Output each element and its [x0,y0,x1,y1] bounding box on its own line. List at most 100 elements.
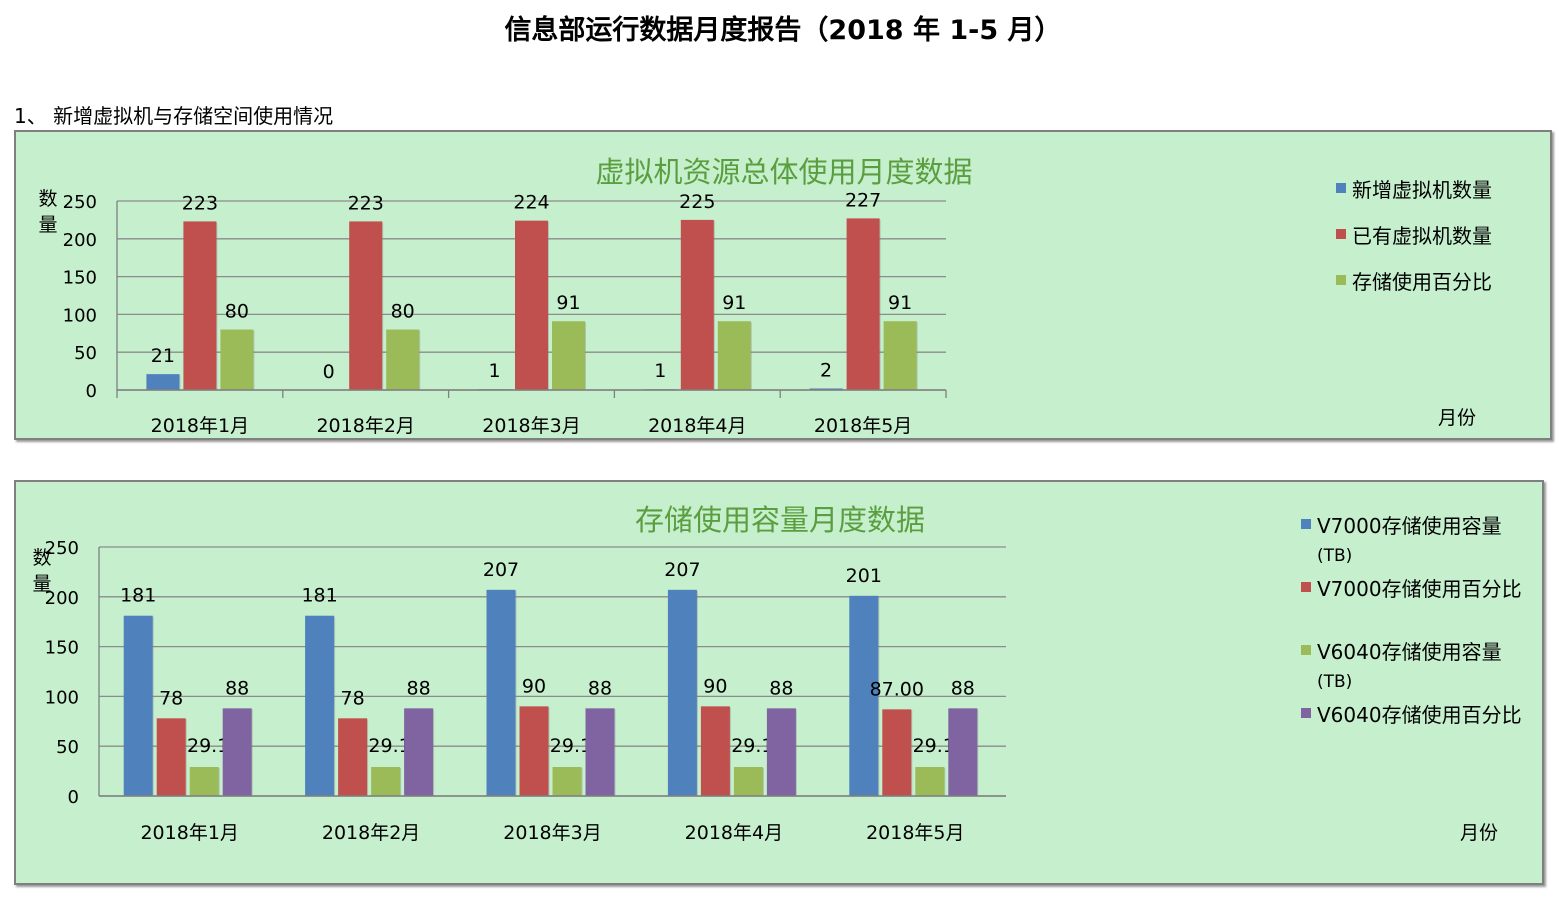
section-heading: 1、 新增虚拟机与存储空间使用情况 [14,104,334,128]
page-title: 信息部运行数据月度报告（2018 年 1-5 月） [504,15,1062,46]
x-tick-label: 2018年2月 [322,822,420,844]
y-tick-label: 100 [63,305,97,326]
data-label: 78 [341,687,365,709]
y-tick-label: 50 [56,737,79,758]
legend-swatch [1336,275,1346,285]
legend-swatch [1336,229,1346,239]
y-tick-label: 50 [74,343,97,364]
bar [882,709,912,796]
data-label: 225 [679,191,715,213]
x-tick-label: 2018年3月 [503,822,601,844]
data-label: 207 [664,559,700,581]
data-label: 223 [182,192,218,214]
chart-title: 存储使用容量月度数据 [635,503,925,537]
y-tick-label: 100 [45,687,79,708]
bar [883,321,917,390]
bar [189,766,219,796]
legend-label: 已有虚拟机数量 [1352,224,1492,248]
x-axis-label: 月份 [1438,407,1476,429]
data-label: 181 [301,585,337,607]
y-tick-label: 200 [63,230,97,251]
data-label: 88 [769,677,793,699]
bar [733,766,763,796]
data-label: 224 [513,192,549,214]
data-label: 88 [407,677,431,699]
bar [486,589,516,796]
data-label: 91 [888,292,912,314]
x-axis-label: 月份 [1460,822,1498,844]
data-label: 80 [225,301,249,323]
data-label: 1 [488,360,500,382]
legend-label: V6040存储使用百分比 [1317,703,1522,727]
bar [680,219,714,390]
bar [700,706,730,796]
bar [667,589,697,796]
data-label: 80 [391,301,415,323]
x-tick-label: 2018年5月 [814,415,912,437]
x-tick-label: 2018年2月 [316,415,414,437]
legend-label: 存储使用百分比 [1352,270,1492,294]
data-label: 1 [654,360,666,382]
bar [146,374,180,390]
y-tick-label: 250 [63,192,97,213]
bar [717,321,751,390]
y-tick-label: 150 [63,268,97,289]
bar [371,766,401,796]
chart-title: 虚拟机资源总体使用月度数据 [595,155,972,189]
data-label: 181 [120,585,156,607]
bar [404,708,434,796]
bar [305,615,335,796]
bar [552,321,585,390]
bar [846,218,880,390]
y-axis-label-char: 数 [38,188,57,210]
legend-label: (TB) [1317,546,1352,566]
data-label: 21 [151,345,175,367]
bar [519,706,549,796]
data-label: 78 [159,687,183,709]
bar [222,708,252,796]
legend-swatch [1301,645,1311,655]
x-tick-label: 2018年1月 [140,822,238,844]
storage-chart-panel: 存储使用容量月度数据 0 50 100 150 200 250 数量月份 2018年1月 181 7… [14,480,1544,885]
data-label: 91 [722,292,746,314]
y-tick-label: 0 [86,381,97,402]
bar [156,718,186,796]
bar [123,615,153,796]
legend-label: V7000存储使用容量 [1317,514,1502,538]
bar [809,388,843,390]
y-axis-label-char: 量 [38,214,57,236]
legend-swatch [1336,183,1346,193]
legend-label: V6040存储使用容量 [1317,640,1502,664]
bar [849,595,879,796]
data-label: 88 [588,677,612,699]
y-axis-label-char: 量 [32,573,51,595]
y-tick-label: 250 [45,538,79,559]
legend-label: V7000存储使用百分比 [1317,577,1522,601]
data-label: 201 [846,565,882,587]
data-label: 90 [703,675,727,697]
data-label: 207 [483,559,519,581]
bar [515,220,548,390]
legend-swatch [1301,519,1311,529]
data-label: 2 [820,359,832,381]
bar [552,766,582,796]
legend-label: 新增虚拟机数量 [1352,178,1492,202]
data-label: 91 [556,292,580,314]
bar [915,766,945,796]
data-label: 227 [845,189,881,211]
bar [585,708,615,796]
y-tick-label: 150 [45,638,79,659]
bar [386,329,420,390]
bar [220,329,254,390]
data-label: 88 [951,677,975,699]
legend-swatch [1301,708,1311,718]
legend-swatch [1301,582,1311,592]
data-label: 223 [348,192,384,214]
x-tick-label: 2018年5月 [866,822,964,844]
vm-chart-panel: 虚拟机资源总体使用月度数据 0 50 100 150 200 250 数量月份 2018年1月 2… [14,130,1552,440]
bar [948,708,978,796]
x-tick-label: 2018年4月 [648,415,746,437]
x-tick-label: 2018年4月 [685,822,783,844]
